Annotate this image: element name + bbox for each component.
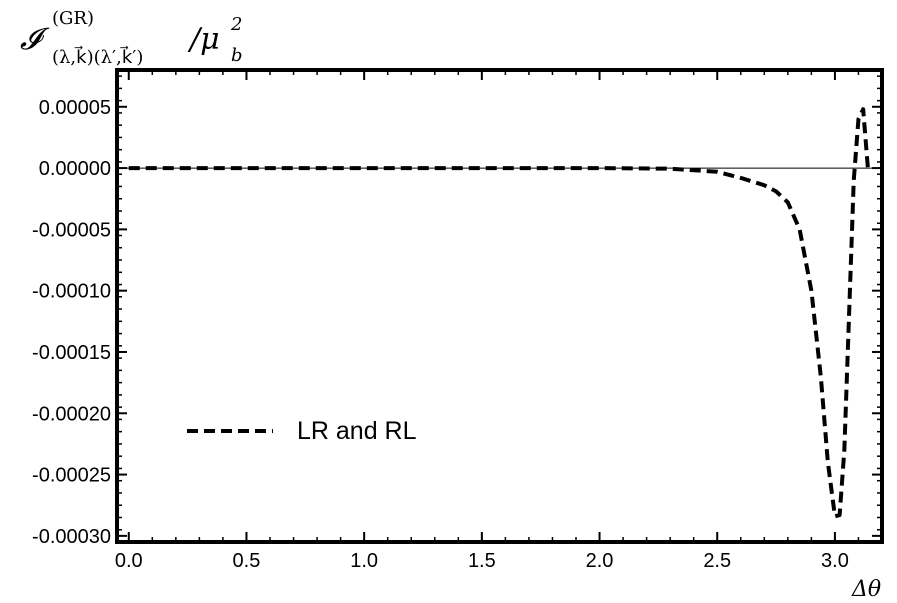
x-tick-labels: 0.0 0.5 1.0 1.5 2.0 2.5 3.0 bbox=[115, 550, 849, 572]
y-axis-label: 𝓘 (GR) (λ,k⃗)(λ′,k⃗′) /μ 2 b bbox=[20, 8, 243, 68]
x-tick-label: 3.0 bbox=[821, 550, 849, 572]
y-tick-label: -0.00015 bbox=[32, 342, 111, 364]
y-axis-label-symbol: 𝓘 bbox=[20, 22, 50, 57]
x-tick-label: 1.5 bbox=[468, 550, 496, 572]
legend: LR and RL bbox=[187, 417, 417, 445]
x-tick-label: 2.5 bbox=[703, 550, 731, 572]
y-axis-label-subscript: (λ,k⃗)(λ′,k⃗′) bbox=[52, 46, 143, 68]
y-axis-label-superscript: (GR) bbox=[52, 8, 94, 29]
plot-frame bbox=[115, 68, 884, 544]
y-tick-label: 0.00000 bbox=[39, 158, 111, 180]
x-tick-label: 1.0 bbox=[350, 550, 378, 572]
y-tick-labels: 0.00005 0.00000 -0.00005 -0.00010 -0.00015 -0… bbox=[32, 97, 111, 548]
y-tick-label: -0.00025 bbox=[32, 465, 111, 487]
x-tick-label: 0.0 bbox=[115, 550, 143, 572]
y-tick-label: 0.00005 bbox=[39, 97, 111, 119]
legend-label: LR and RL bbox=[297, 417, 417, 445]
x-tick-label: 0.5 bbox=[233, 550, 261, 572]
y-tick-label: -0.00030 bbox=[32, 526, 111, 548]
y-tick-label: -0.00010 bbox=[32, 281, 111, 303]
y-tick-label: -0.00020 bbox=[32, 403, 111, 425]
y-axis-label-divisor-sup: 2 bbox=[230, 14, 242, 35]
series-line-lr-and-rl bbox=[128, 107, 870, 519]
x-axis-label: Δθ bbox=[851, 577, 881, 602]
y-axis-label-divisor: /μ bbox=[187, 22, 220, 57]
x-tick-label: 2.0 bbox=[586, 550, 614, 572]
y-tick-label: -0.00005 bbox=[32, 219, 111, 241]
y-axis-label-divisor-sub: b bbox=[231, 45, 243, 66]
axis-ticks bbox=[117, 70, 883, 543]
